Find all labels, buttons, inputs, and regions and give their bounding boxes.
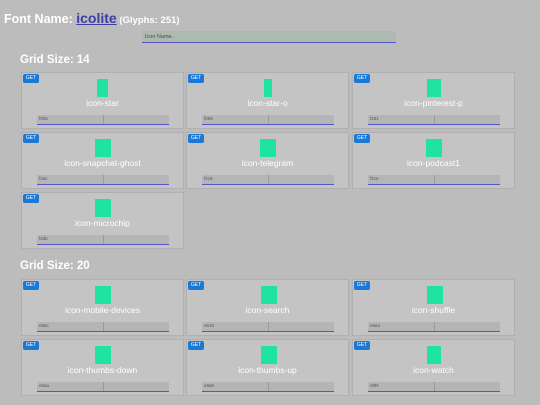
icon-code-field[interactable]: f005: [37, 115, 169, 125]
icon-name: icon-thumbs-up: [238, 365, 297, 375]
icon-card: GET icon-thumbs-up e9a9: [186, 339, 349, 396]
code-divider: [103, 322, 104, 331]
icon-name: icon-microchip: [75, 218, 130, 228]
code-divider: [103, 115, 104, 124]
icon-name: icon-pinterest-p: [404, 98, 463, 108]
icon-name: icon-shuffle: [411, 305, 456, 315]
get-button[interactable]: GET: [23, 74, 39, 83]
icon-code-field[interactable]: e9ac: [37, 322, 169, 332]
get-button[interactable]: GET: [23, 194, 39, 203]
telegram-glyph-icon: [260, 139, 276, 157]
icon-card: GET icon-watch e9f6: [352, 339, 515, 396]
get-button[interactable]: GET: [354, 74, 370, 83]
icon-code: f006: [204, 116, 213, 121]
icon-code-field[interactable]: f2ac: [37, 175, 169, 185]
icon-code: e9aa: [39, 383, 50, 388]
icon-card: GET icon-shuffle e9a4: [352, 279, 515, 336]
icon-card: GET icon-mobile-devices e9ac: [21, 279, 184, 336]
icon-code: e9a4: [370, 323, 381, 328]
star-o-glyph-icon: [264, 79, 272, 97]
podcast-glyph-icon: [426, 139, 442, 157]
grid-size-14-title: Grid Size: 14: [20, 54, 90, 66]
icon-code-field[interactable]: f2c6: [202, 175, 334, 185]
icon-code: f2c6: [204, 176, 213, 181]
font-name-prefix: Font Name:: [4, 12, 77, 26]
get-button[interactable]: GET: [23, 134, 39, 143]
icon-name: icon-thumbs-down: [67, 365, 138, 375]
icon-name: icon-star: [86, 98, 119, 108]
mobile-devices-glyph-icon: [95, 286, 111, 304]
get-button[interactable]: GET: [188, 281, 204, 290]
get-button[interactable]: GET: [354, 134, 370, 143]
icon-code-field[interactable]: f006: [202, 115, 334, 125]
icon-code-field[interactable]: f2db: [37, 235, 169, 245]
icon-card: GET icon-telegram f2c6: [186, 132, 349, 189]
thumbs-up-glyph-icon: [261, 346, 277, 364]
icon-code: f2ce: [370, 176, 379, 181]
watch-glyph-icon: [427, 346, 441, 364]
code-divider: [103, 382, 104, 391]
icon-code: f2ac: [39, 176, 48, 181]
get-button[interactable]: GET: [354, 341, 370, 350]
icon-code-field[interactable]: e9a9: [202, 382, 334, 392]
code-divider: [268, 115, 269, 124]
icon-code-field[interactable]: e9a4: [368, 322, 500, 332]
icon-code: f231: [370, 116, 379, 121]
thumbs-down-glyph-icon: [95, 346, 111, 364]
page-header: Font Name: icolite (Glyphs: 251): [4, 10, 180, 26]
icon-card: GET icon-pinterest-p f231: [352, 72, 515, 129]
font-name-link[interactable]: icolite: [76, 10, 117, 26]
icon-name: icon-telegram: [241, 158, 294, 168]
icon-code: e9a9: [204, 383, 215, 388]
icon-name: icon-star-o: [247, 98, 288, 108]
get-button[interactable]: GET: [23, 281, 39, 290]
icon-card: GET icon-microchip f2db: [21, 192, 184, 249]
code-divider: [103, 235, 104, 244]
microchip-glyph-icon: [95, 199, 111, 217]
icon-card: GET icon-podcast1 f2ce: [352, 132, 515, 189]
get-button[interactable]: GET: [354, 281, 370, 290]
icon-code-field[interactable]: f2ce: [368, 175, 500, 185]
shuffle-glyph-icon: [427, 286, 443, 304]
icon-card: GET icon-thumbs-down e9aa: [21, 339, 184, 396]
glyph-count: (Glyphs: 251): [116, 15, 180, 26]
code-divider: [434, 322, 435, 331]
get-button[interactable]: GET: [188, 74, 204, 83]
get-button[interactable]: GET: [23, 341, 39, 350]
get-button[interactable]: GET: [188, 134, 204, 143]
icon-code-field[interactable]: f231: [368, 115, 500, 125]
search-glyph-icon: [261, 286, 277, 304]
icon-code: e610: [204, 323, 215, 328]
icon-card: GET icon-snapchat-ghost f2ac: [21, 132, 184, 189]
get-button[interactable]: GET: [188, 341, 204, 350]
icon-code: e9ac: [39, 323, 49, 328]
grid-size-20-title: Grid Size: 20: [20, 260, 90, 272]
icon-name: icon-watch: [413, 365, 454, 375]
icon-name: icon-mobile-devices: [64, 305, 141, 315]
code-divider: [434, 382, 435, 391]
icon-code-field[interactable]: e9aa: [37, 382, 169, 392]
icon-code: e9f6: [370, 383, 379, 388]
icon-code-field[interactable]: e9f6: [368, 382, 500, 392]
icon-name: icon-search: [245, 305, 290, 315]
icon-code: f005: [39, 116, 48, 121]
icon-name: icon-podcast1: [407, 158, 460, 168]
code-divider: [434, 175, 435, 184]
icon-code-field[interactable]: e610: [202, 322, 334, 332]
snapchat-ghost-glyph-icon: [95, 139, 111, 157]
icon-card: GET icon-star-o f006: [186, 72, 349, 129]
code-divider: [268, 382, 269, 391]
star-glyph-icon: [97, 79, 108, 97]
code-divider: [434, 115, 435, 124]
icon-search-input[interactable]: [142, 31, 396, 43]
code-divider: [103, 175, 104, 184]
code-divider: [268, 175, 269, 184]
icon-name: icon-snapchat-ghost: [64, 158, 141, 168]
code-divider: [268, 322, 269, 331]
icon-card: GET icon-star f005: [21, 72, 184, 129]
pinterest-p-glyph-icon: [427, 79, 441, 97]
icon-code: f2db: [39, 236, 48, 241]
icon-card: GET icon-search e610: [186, 279, 349, 336]
